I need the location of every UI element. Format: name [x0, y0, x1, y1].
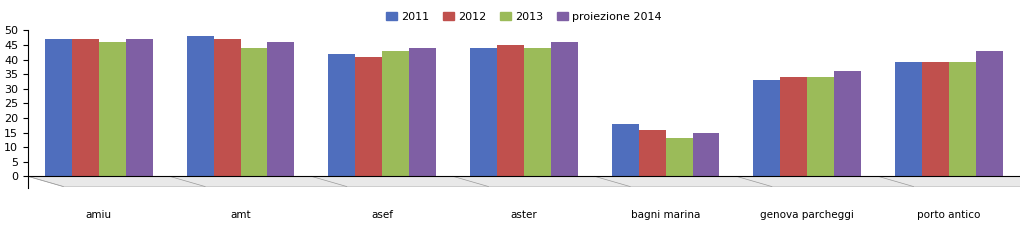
Bar: [754, 80, 780, 176]
Bar: [45, 39, 72, 176]
Bar: [692, 133, 720, 176]
Bar: [126, 39, 153, 176]
Bar: [470, 48, 497, 176]
Bar: [551, 42, 578, 176]
Bar: [949, 63, 976, 176]
Bar: [895, 63, 922, 176]
Bar: [186, 36, 214, 176]
Bar: [382, 51, 410, 176]
Bar: [267, 42, 294, 176]
Bar: [214, 39, 241, 176]
Bar: [807, 77, 835, 176]
Bar: [72, 39, 99, 176]
Bar: [976, 51, 1002, 176]
Legend: 2011, 2012, 2013, proiezione 2014: 2011, 2012, 2013, proiezione 2014: [381, 8, 667, 27]
Bar: [410, 48, 436, 176]
Bar: [355, 57, 382, 176]
Bar: [666, 138, 692, 176]
Polygon shape: [28, 176, 1024, 187]
Bar: [780, 77, 807, 176]
Bar: [329, 54, 355, 176]
Bar: [922, 63, 949, 176]
Bar: [99, 42, 126, 176]
Bar: [497, 45, 524, 176]
Bar: [611, 124, 639, 176]
Bar: [524, 48, 551, 176]
Bar: [835, 71, 861, 176]
Bar: [639, 130, 666, 176]
Bar: [241, 48, 267, 176]
